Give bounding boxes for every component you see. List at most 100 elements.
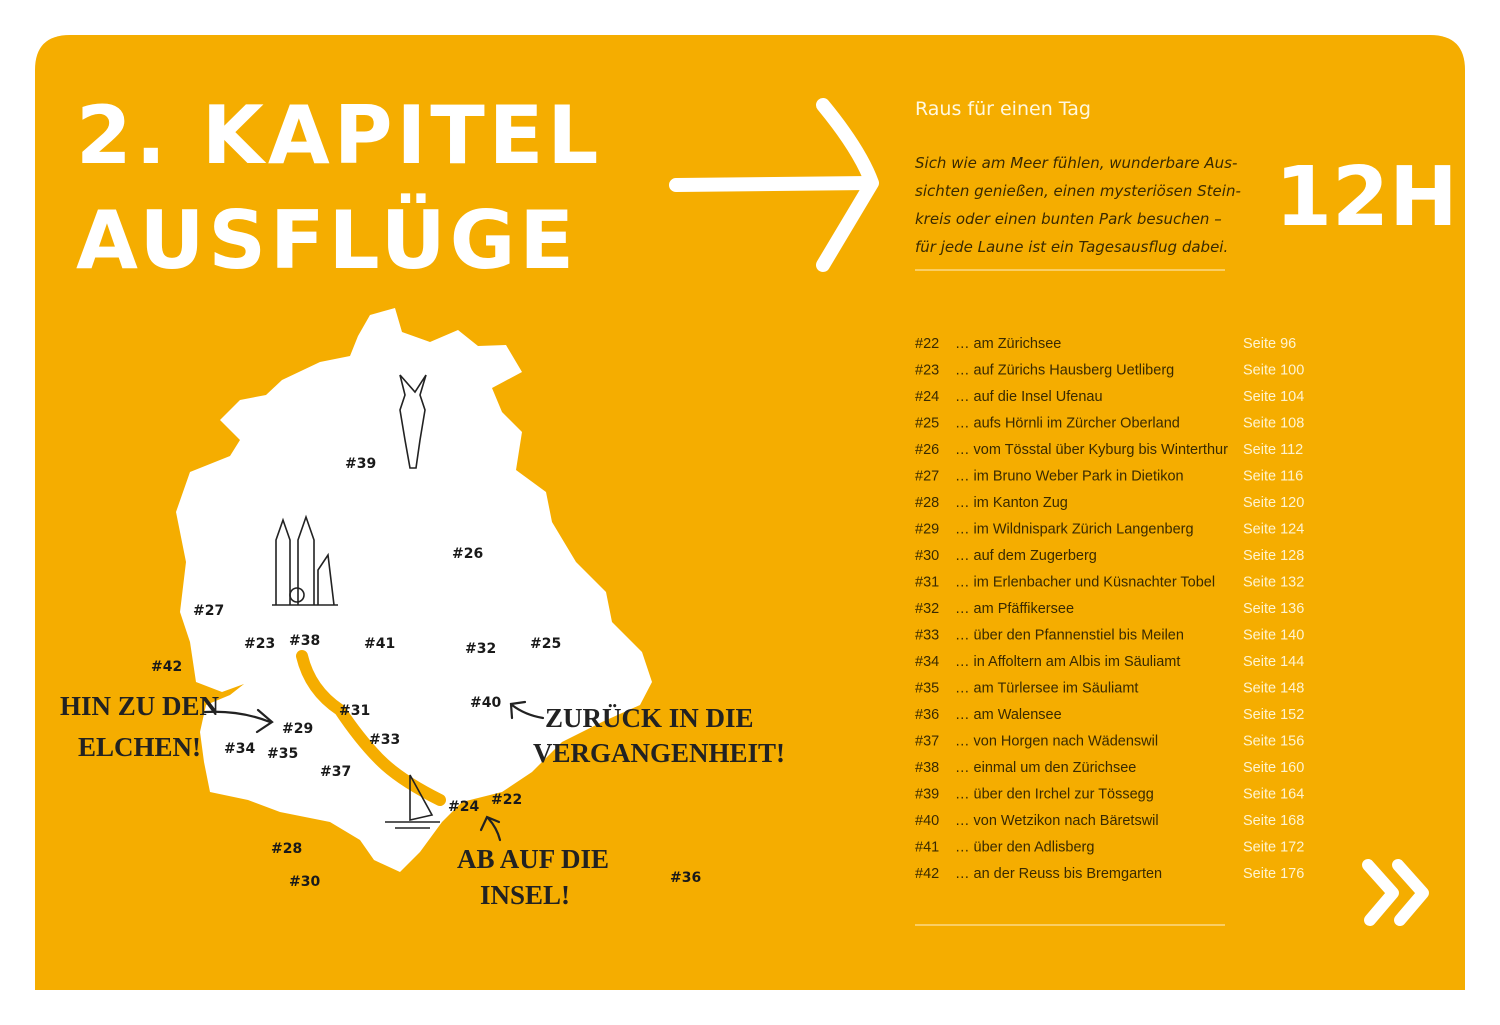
- map-label: #39: [345, 456, 376, 472]
- map-label: #42: [151, 659, 182, 675]
- contents-row: #25 … aufs Hörnli im Zürcher Oberland Seit…: [915, 416, 1304, 432]
- map-label: #37: [320, 764, 351, 780]
- entry-page: Seite 124: [1243, 522, 1304, 538]
- entry-title: … über den Irchel zur Tössegg: [955, 787, 1154, 803]
- entry-number: #28: [915, 495, 939, 511]
- lake: [296, 650, 446, 806]
- church-icon: [272, 514, 338, 606]
- entry-number: #22: [915, 336, 939, 352]
- entry-number: #30: [915, 548, 939, 564]
- map-label: #28: [271, 841, 302, 857]
- contents-row: #37 … von Horgen nach Wädenswil Seite 156: [915, 734, 1304, 750]
- contents-row: #36 … am Walensee Seite 152: [915, 707, 1304, 723]
- annotation-line: ZURÜCK IN DIE: [545, 703, 754, 733]
- entry-page: Seite 156: [1243, 734, 1304, 750]
- map-label: #35: [267, 746, 298, 762]
- contents-row: #34 … in Affoltern am Albis im Säuliamt Se…: [915, 654, 1304, 670]
- entry-page: Seite 120: [1243, 495, 1304, 511]
- annotation-line: HIN ZU DEN: [60, 691, 220, 721]
- entry-number: #32: [915, 601, 939, 617]
- entry-title: … im Kanton Zug: [955, 495, 1068, 511]
- entry-number: #39: [915, 787, 939, 803]
- entry-page: Seite 168: [1243, 813, 1304, 829]
- entry-number: #33: [915, 628, 939, 644]
- entry-page: Seite 144: [1243, 654, 1304, 670]
- entry-title: … einmal um den Zürichsee: [955, 760, 1136, 776]
- contents-row: #28 … im Kanton Zug Seite 120: [915, 495, 1304, 511]
- entry-title: … auf Zürichs Hausberg Uetliberg: [955, 363, 1174, 379]
- annotation-line: AB AUF DIE: [457, 844, 609, 874]
- entry-number: #42: [915, 866, 939, 882]
- contents-row: #31 … im Erlenbacher und Küsnachter Tobel…: [915, 575, 1304, 591]
- map-label: #41: [364, 636, 395, 652]
- contents-row: #30 … auf dem Zugerberg Seite 128: [915, 548, 1304, 564]
- map-label: #23: [244, 636, 275, 652]
- intro-line: kreis oder einen bunten Park besuchen –: [915, 210, 1222, 228]
- entry-page: Seite 100: [1243, 363, 1304, 379]
- map-label: #26: [452, 546, 483, 562]
- map-label: #32: [465, 641, 496, 657]
- entry-number: #41: [915, 840, 939, 856]
- entry-title: … aufs Hörnli im Zürcher Oberland: [955, 416, 1180, 432]
- entry-number: #23: [915, 363, 939, 379]
- contents-row: #22 … am Zürichsee Seite 96: [915, 336, 1296, 352]
- entry-page: Seite 112: [1243, 442, 1303, 458]
- entry-page: Seite 172: [1243, 840, 1304, 856]
- arrow-icon: [669, 98, 879, 272]
- contents-row: #32 … am Pfäffikersee Seite 136: [915, 601, 1304, 617]
- heading-line: AUSFLÜGE: [76, 193, 578, 287]
- entry-number: #35: [915, 681, 939, 697]
- entry-title: … vom Tösstal über Kyburg bis Winterthur: [955, 442, 1228, 458]
- entry-number: #31: [915, 575, 939, 591]
- entry-title: … am Pfäffikersee: [955, 601, 1074, 617]
- annotation-line: ELCHEN!: [78, 732, 201, 762]
- entry-title: … auf dem Zugerberg: [955, 548, 1097, 564]
- heading-line: 2. KAPITEL: [76, 89, 602, 182]
- map-label: #25: [530, 636, 561, 652]
- entry-number: #25: [915, 416, 939, 432]
- map-label: #29: [282, 721, 313, 737]
- entry-title: … im Wildnispark Zürich Langenberg: [955, 522, 1194, 538]
- next-icon: [1362, 859, 1429, 926]
- map-label: #31: [339, 703, 370, 719]
- entry-title: … auf die Insel Ufenau: [955, 389, 1103, 405]
- entry-page: Seite 132: [1243, 575, 1304, 591]
- entry-title: … im Bruno Weber Park in Dietikon: [955, 469, 1184, 485]
- contents-table: #22 … am Zürichsee Seite 96 #23 … auf Zürich…: [915, 336, 1304, 882]
- sailboat-icon: [385, 774, 440, 829]
- intro-line: Sich wie am Meer fühlen, wunderbare Aus-: [915, 154, 1237, 172]
- contents-row: #23 … auf Zürichs Hausberg Uetliberg Seite…: [915, 363, 1304, 379]
- entry-number: #26: [915, 442, 939, 458]
- entry-number: #34: [915, 654, 939, 670]
- annotation-line: VERGANGENHEIT!: [533, 738, 785, 768]
- contents-row: #33 … über den Pfannenstiel bis Meilen Sei…: [915, 628, 1304, 644]
- map-label: #40: [470, 695, 501, 711]
- entry-title: … am Walensee: [955, 707, 1062, 723]
- entry-number: #40: [915, 813, 939, 829]
- intro-line: sichten genießen, einen mysteriösen Stei…: [915, 182, 1241, 200]
- map-label: #36: [670, 870, 701, 886]
- annotation-arrows: [203, 700, 545, 842]
- contents-row: #26 … vom Tösstal über Kyburg bis Wintert…: [915, 442, 1303, 458]
- entry-number: #24: [915, 389, 939, 405]
- entry-number: #36: [915, 707, 939, 723]
- entry-page: Seite 160: [1243, 760, 1304, 776]
- entry-title: … von Wetzikon nach Bäretswil: [955, 813, 1159, 829]
- entry-number: #38: [915, 760, 939, 776]
- entry-title: … in Affoltern am Albis im Säuliamt: [955, 654, 1180, 670]
- map-label: #38: [289, 633, 320, 649]
- entry-page: Seite 108: [1243, 416, 1304, 432]
- entry-number: #29: [915, 522, 939, 538]
- annotations: HIN ZU DEN ELCHEN! ZURÜCK IN DIE VERGANG…: [60, 691, 785, 910]
- contents-row: #41 … über den Adlisberg Seite 172: [915, 840, 1304, 856]
- map-label: #33: [369, 732, 400, 748]
- map-label: #22: [491, 792, 522, 808]
- entry-title: … über den Pfannenstiel bis Meilen: [955, 628, 1184, 644]
- map-label: #27: [193, 603, 224, 619]
- entry-title: … am Türlersee im Säuliamt: [955, 681, 1138, 697]
- entry-page: Seite 148: [1243, 681, 1304, 697]
- contents-row: #42 … an der Reuss bis Bremgarten Seite 17…: [915, 866, 1304, 882]
- intro-line: für jede Laune ist ein Tagesausflug dabe…: [915, 238, 1228, 256]
- entry-page: Seite 140: [1243, 628, 1304, 644]
